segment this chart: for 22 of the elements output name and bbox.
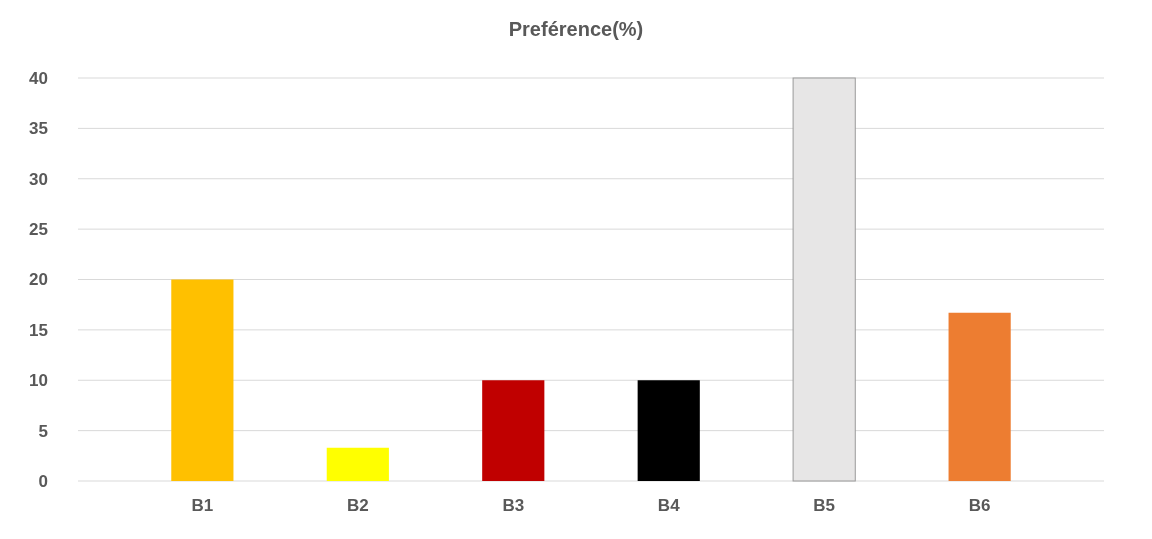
y-tick-label: 25	[29, 220, 48, 240]
x-tick-label: B2	[346, 496, 369, 515]
y-tick-label: 35	[29, 119, 48, 139]
bar	[637, 380, 700, 481]
x-tick-label: B5	[813, 496, 836, 515]
y-tick-label: 30	[29, 169, 48, 189]
bar	[171, 279, 234, 481]
y-tick-label: 0	[38, 471, 48, 491]
y-tick-label: 5	[38, 421, 48, 441]
bar	[792, 77, 856, 482]
y-tick-label: 15	[29, 320, 48, 340]
bar	[482, 380, 545, 481]
y-tick-label: 40	[29, 68, 48, 88]
x-tick-label: B3	[502, 496, 525, 515]
chart-title: Preférence(%)	[508, 18, 644, 40]
x-tick-label: B6	[968, 496, 991, 515]
x-tick-label: B4	[657, 496, 681, 515]
bar	[948, 312, 1011, 481]
y-tick-label: 20	[29, 270, 48, 290]
x-tick-label: B1	[191, 496, 214, 515]
y-tick-label: 10	[29, 371, 48, 391]
bar	[326, 447, 389, 481]
